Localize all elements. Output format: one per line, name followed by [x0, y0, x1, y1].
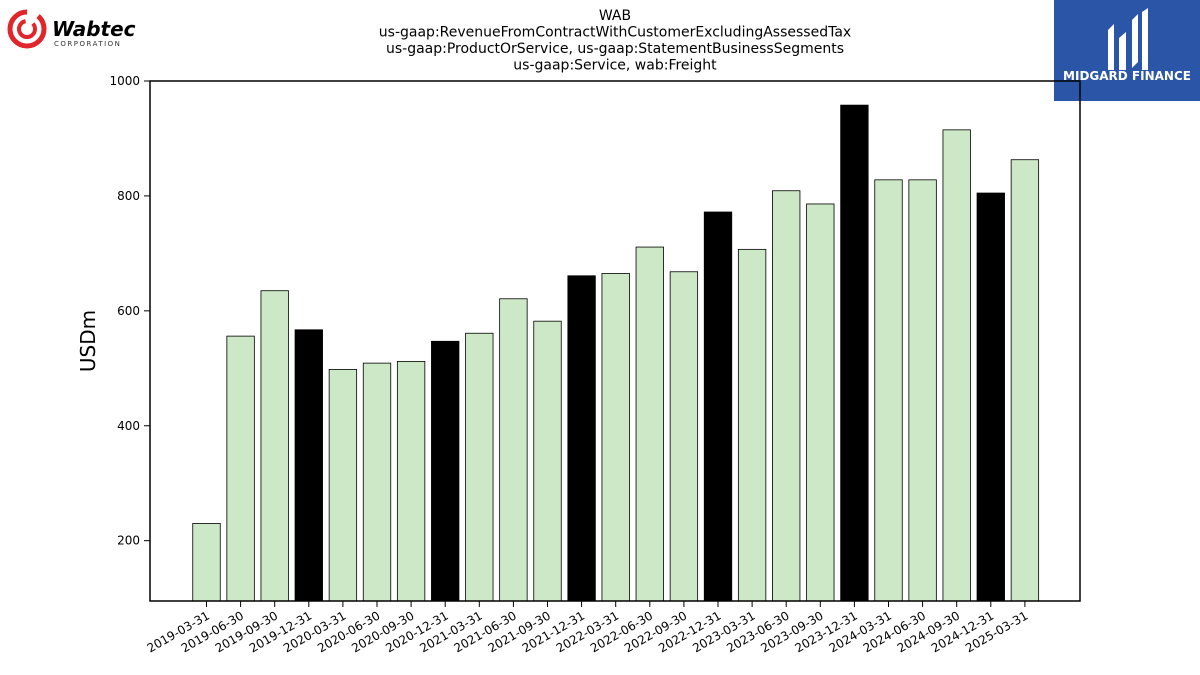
bar-2024-03-31 — [874, 179, 903, 602]
bar-2022-12-31 — [703, 211, 733, 602]
y-tick-label: 1000 — [109, 74, 140, 88]
bar-2021-06-30 — [499, 298, 528, 602]
chart-title-line: us-gaap:Service, wab:Freight — [513, 58, 717, 74]
wabtec-logo-icon — [7, 9, 47, 49]
bar-2024-06-30 — [908, 179, 937, 602]
bar-2023-03-31 — [737, 248, 767, 602]
bar-2024-12-31 — [976, 192, 1005, 602]
y-tick-label: 600 — [117, 304, 140, 318]
chart-title: WABus-gaap:RevenueFromContractWithCustom… — [379, 8, 851, 74]
bar-2020-12-31 — [431, 340, 460, 602]
bar-2020-03-31 — [328, 369, 358, 602]
midgard-logo-icon — [1108, 8, 1148, 70]
y-tick-label: 400 — [117, 419, 140, 433]
bar-2023-06-30 — [772, 190, 801, 602]
midgard-logo: MIDGARD FINANCE — [1054, 0, 1200, 101]
wabtec-subtitle: CORPORATION — [54, 40, 121, 48]
bar-2020-06-30 — [362, 362, 392, 602]
bar-2019-06-30 — [226, 335, 255, 602]
wabtec-logo: Wabtec CORPORATION — [6, 6, 146, 52]
chart-title-line: us-gaap:ProductOrService, us-gaap:Statem… — [386, 41, 844, 57]
bar-2022-06-30 — [635, 246, 664, 602]
bar-2021-12-31 — [567, 275, 596, 602]
bars — [192, 104, 1040, 602]
bar-2024-09-30 — [942, 129, 971, 602]
bar-2020-09-30 — [396, 360, 426, 602]
y-tick-label: 800 — [117, 189, 140, 203]
bar-2023-12-31 — [840, 104, 869, 602]
wabtec-wordmark: Wabtec — [52, 17, 136, 41]
bar-2022-09-30 — [669, 271, 699, 602]
y-tick-label: 200 — [117, 534, 140, 548]
x-axis: 2019-03-312019-06-302019-09-302019-12-31… — [145, 601, 1030, 655]
chart-title-line: WAB — [599, 8, 631, 24]
y-axis: 200 400 600 800 1000 — [109, 74, 150, 548]
chart-title-line: us-gaap:RevenueFromContractWithCustomerE… — [379, 25, 851, 41]
bar-2019-12-31 — [294, 329, 323, 602]
bar-2021-03-31 — [465, 332, 494, 602]
bar-2023-09-30 — [806, 203, 835, 602]
plot-frame — [149, 80, 1081, 602]
bar-2019-09-30 — [260, 290, 289, 602]
bar-2025-03-31 — [1010, 159, 1040, 602]
bar-2022-03-31 — [601, 273, 630, 602]
bar-2019-03-31 — [192, 523, 221, 602]
y-axis-label: USDm — [76, 310, 100, 372]
bar-2021-09-30 — [533, 320, 562, 602]
midgard-logo-text: MIDGARD FINANCE — [1063, 69, 1191, 83]
